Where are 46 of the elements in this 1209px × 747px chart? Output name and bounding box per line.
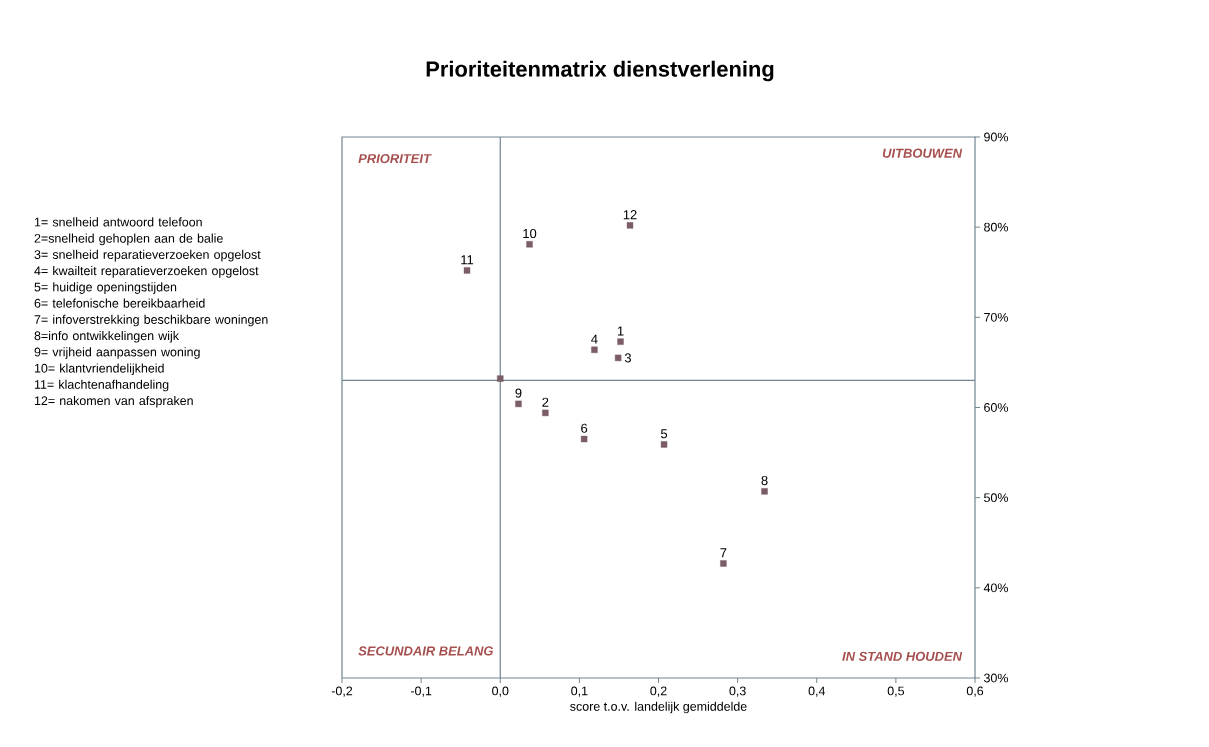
text: 8=info ontwikkelingen wijk	[34, 331, 180, 343]
x-tick-label: -0,1	[410, 686, 432, 697]
y-tick-label: 60%	[984, 403, 1008, 412]
text: 7= infoverstrekking beschikbare woningen	[34, 314, 268, 327]
text: 9= vrijheid aanpassen woning	[34, 347, 200, 359]
annotation: IN STAND HOUDEN	[842, 651, 963, 661]
y-tick-label: 90%	[984, 132, 1008, 142]
chart-title: Prioriteitenmatrix dienstverlening	[426, 60, 774, 82]
annotation: 6	[581, 423, 588, 433]
x-tick-label: 0,6	[966, 686, 984, 697]
annotation: 9	[515, 388, 522, 398]
annotation: UITBOUWEN	[882, 148, 963, 158]
annotation: 7	[720, 548, 727, 558]
annotation: 3	[624, 353, 631, 363]
x-tick-label: 0,2	[650, 686, 667, 697]
annotation: 1	[617, 326, 624, 336]
annotation: 11	[461, 255, 474, 265]
text: 12= nakomen van afspraken	[34, 395, 193, 408]
x-tick-label: 0,1	[571, 686, 588, 697]
text: 6= telefonische bereikbaarheid	[34, 298, 205, 308]
annotation: 12	[623, 210, 637, 220]
text: 2=snelheid gehoplen aan de balie	[34, 233, 223, 246]
annotation: 10	[523, 228, 537, 239]
x-axis-title: score t.o.v. landelijk gemiddelde	[570, 701, 747, 714]
text: 1= snelheid antwoord telefoon	[34, 217, 202, 227]
text: 4= kwailteit reparatieverzoeken opgelost	[34, 266, 259, 278]
annotation: 5	[660, 429, 668, 439]
text: 10= klantvriendelijkheid	[34, 363, 164, 376]
annotation: 8	[761, 475, 768, 486]
y-tick-label: 70%	[984, 312, 1008, 322]
annotation: 4	[591, 334, 598, 344]
y-tick-label: 30%	[983, 673, 1008, 683]
x-tick-label: 0,5	[887, 686, 905, 697]
y-tick-label: 40%	[983, 583, 1008, 593]
annotation: SECUNDAIR BELANG	[358, 646, 494, 656]
text: 5= huidige openingstijden	[34, 282, 177, 294]
y-tick-label: 50%	[984, 493, 1008, 503]
y-tick-label: 80%	[984, 222, 1008, 232]
text: 3= snelheid reparatieverzoeken opgelost	[34, 249, 261, 262]
annotation: PRIORITEIT	[358, 154, 432, 164]
x-tick-label: 0,3	[729, 686, 746, 697]
x-tick-label: 0,4	[808, 686, 826, 697]
x-tick-label: -0,2	[331, 686, 353, 697]
annotation: 2	[542, 397, 549, 407]
x-tick-label: 0,0	[492, 686, 509, 697]
text: 11= klachtenafhandeling	[34, 379, 169, 392]
